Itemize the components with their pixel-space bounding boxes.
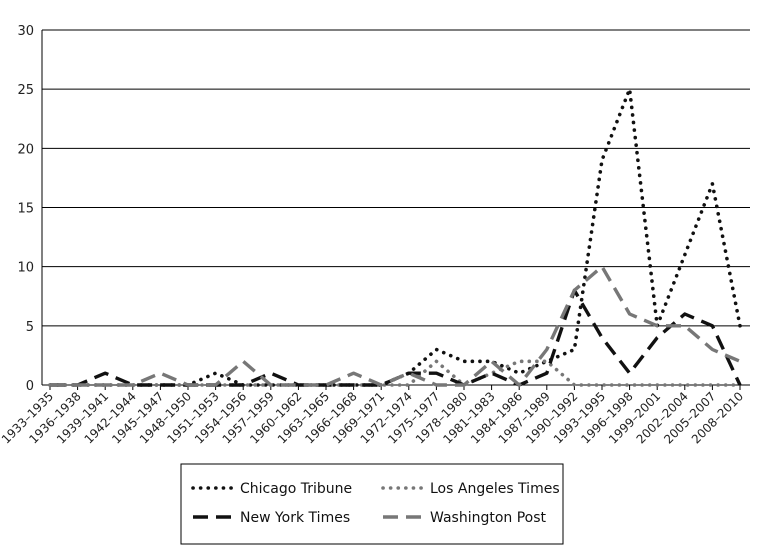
series-lines	[48, 87, 742, 387]
y-tick-label: 0	[26, 379, 34, 394]
series-line-chicago-tribune	[48, 87, 742, 387]
y-tick-label: 15	[17, 202, 34, 217]
legend-label: Washington Post	[430, 510, 547, 526]
axes: 0510152025301933–19351936–19381939–19411…	[0, 24, 746, 447]
legend-label: New York Times	[240, 510, 350, 526]
legend: Chicago Tribune Los Angeles Times New York…	[180, 463, 564, 545]
y-tick-label: 30	[17, 24, 34, 39]
series-line-new-york-times	[50, 288, 742, 387]
legend-label: Los Angeles Times	[430, 481, 560, 497]
y-tick-label: 10	[17, 261, 34, 276]
gridlines	[42, 29, 750, 386]
y-tick-label: 5	[26, 320, 34, 335]
series-line-washington-post	[50, 264, 741, 387]
legend-label: Chicago Tribune	[240, 481, 352, 497]
y-tick-label: 20	[17, 142, 34, 157]
legend-box	[180, 463, 564, 545]
y-tick-label: 25	[17, 83, 34, 98]
